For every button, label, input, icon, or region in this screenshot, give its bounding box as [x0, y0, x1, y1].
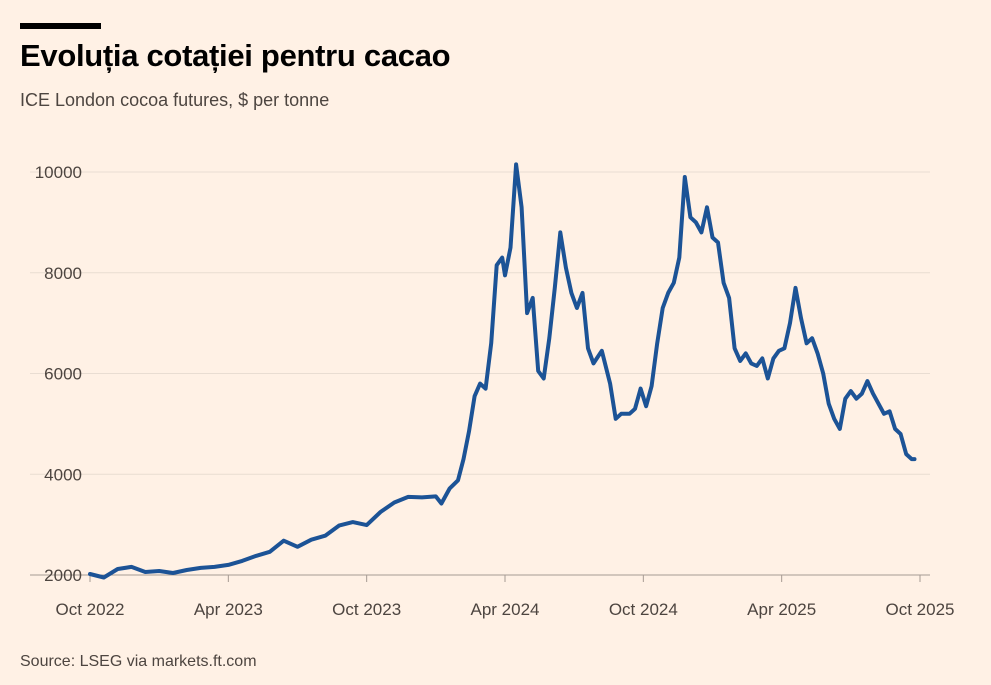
- x-tick-label: Apr 2025: [747, 600, 816, 619]
- x-tick-label: Oct 2025: [886, 600, 955, 619]
- y-tick-label: 4000: [44, 465, 82, 484]
- y-tick-label: 6000: [44, 365, 82, 384]
- chart-subtitle: ICE London cocoa futures, $ per tonne: [20, 90, 330, 110]
- source-note: Source: LSEG via markets.ft.com: [20, 653, 257, 670]
- price-series-line: [88, 162, 917, 580]
- title-accent-bar: [20, 23, 101, 29]
- x-tick-label: Oct 2022: [56, 600, 125, 619]
- y-tick-label: 2000: [44, 566, 82, 585]
- y-tick-label: 10000: [35, 163, 82, 182]
- y-tick-label: 8000: [44, 264, 82, 283]
- cocoa-price-chart: 10000 8000 6000 4000 2000 Oct 2022 Apr 2023 Oct…: [30, 162, 955, 619]
- x-tick-label: Oct 2023: [332, 600, 401, 619]
- x-tick-label: Oct 2024: [609, 600, 678, 619]
- chart-title: Evoluția cotației pentru cacao: [20, 38, 451, 73]
- x-tick-label: Apr 2024: [471, 600, 540, 619]
- x-tick-label: Apr 2023: [194, 600, 263, 619]
